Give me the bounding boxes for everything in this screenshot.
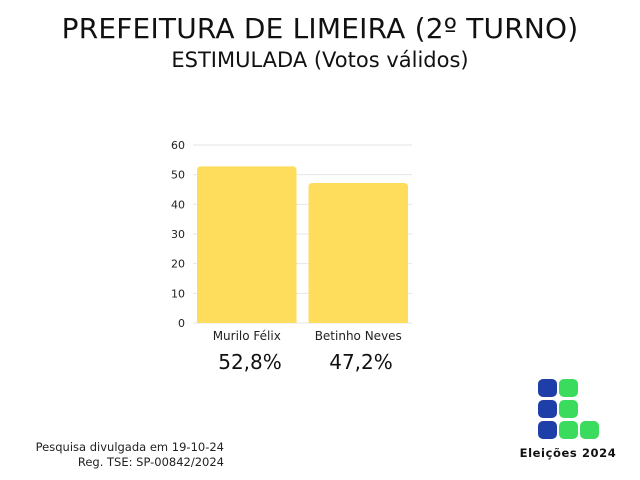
logo-square-blue xyxy=(538,421,557,439)
footnote-date: Pesquisa divulgada em 19-10-24 xyxy=(35,440,224,454)
elections-logo xyxy=(538,379,600,439)
logo-square-green xyxy=(559,379,578,397)
y-tick-label: 30 xyxy=(171,228,185,241)
y-tick-label: 50 xyxy=(171,169,185,182)
bar-murilo-f-lix xyxy=(197,166,297,323)
value-label-murilo-felix: 52,8% xyxy=(218,350,282,374)
x-tick-label: Betinho Neves xyxy=(315,329,402,343)
y-tick-label: 60 xyxy=(171,139,185,152)
chart-title: PREFEITURA DE LIMEIRA (2º TURNO) xyxy=(61,12,579,45)
bar-betinho-neves xyxy=(308,182,408,323)
footnote: Pesquisa divulgada em 19-10-24 Reg. TSE:… xyxy=(14,440,224,470)
logo-square-blue xyxy=(538,379,557,397)
bars xyxy=(197,166,408,323)
y-tick-label: 0 xyxy=(178,317,185,330)
x-tick-label: Murilo Félix xyxy=(213,329,281,343)
value-label-betinho-neves: 47,2% xyxy=(329,350,393,374)
logo-label: Eleições 2024 xyxy=(519,446,617,460)
y-tick-label: 20 xyxy=(171,258,185,271)
y-tick-label: 10 xyxy=(171,287,185,300)
y-axis-ticks: 0 10 20 30 40 50 60 xyxy=(171,139,185,330)
footnote-registration: Reg. TSE: SP-00842/2024 xyxy=(77,455,224,469)
chart-subtitle: ESTIMULADA (Votos válidos) xyxy=(171,48,469,72)
logo-square-green xyxy=(559,421,578,439)
logo-square-blue xyxy=(538,400,557,418)
x-axis-labels: Murilo Félix Betinho Neves xyxy=(213,329,402,343)
logo-square-green xyxy=(580,421,599,439)
y-tick-label: 40 xyxy=(171,198,185,211)
logo-square-green xyxy=(559,400,578,418)
